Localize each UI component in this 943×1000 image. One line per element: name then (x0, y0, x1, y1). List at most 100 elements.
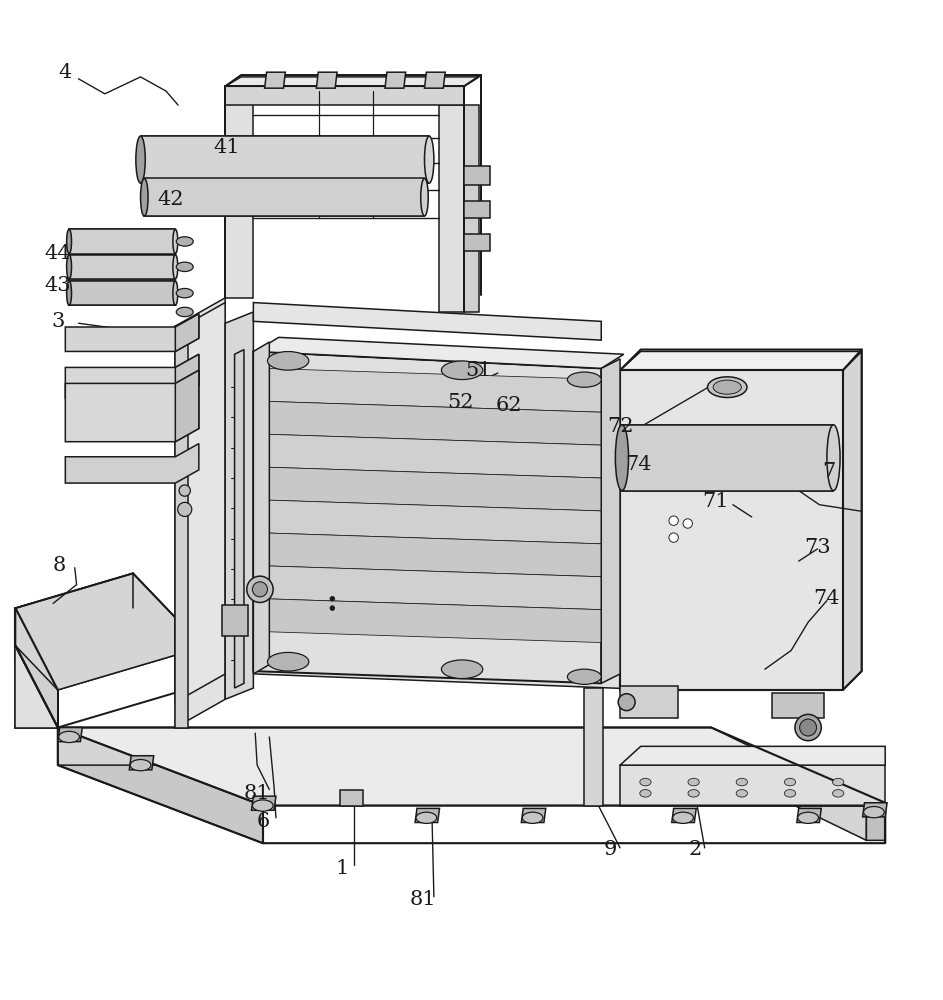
Text: 73: 73 (804, 538, 831, 557)
Polygon shape (225, 91, 254, 298)
Polygon shape (235, 350, 244, 688)
Polygon shape (175, 326, 188, 728)
Polygon shape (585, 688, 604, 806)
Polygon shape (175, 298, 225, 728)
Ellipse shape (800, 719, 817, 736)
Polygon shape (867, 803, 885, 840)
Ellipse shape (176, 288, 193, 298)
Text: 81: 81 (409, 890, 436, 909)
Ellipse shape (639, 790, 651, 797)
Ellipse shape (827, 425, 840, 491)
Polygon shape (620, 686, 678, 718)
Polygon shape (316, 72, 337, 88)
Text: 81: 81 (244, 784, 271, 803)
Ellipse shape (176, 262, 193, 272)
Ellipse shape (416, 812, 437, 823)
Ellipse shape (669, 533, 678, 542)
Ellipse shape (619, 694, 635, 711)
Polygon shape (175, 370, 199, 442)
Polygon shape (797, 808, 821, 822)
Ellipse shape (247, 576, 273, 602)
Ellipse shape (522, 812, 543, 823)
Text: 71: 71 (703, 492, 729, 511)
Polygon shape (438, 105, 464, 312)
Polygon shape (225, 86, 464, 105)
Ellipse shape (330, 606, 335, 610)
Text: 2: 2 (688, 840, 702, 859)
Polygon shape (385, 72, 405, 88)
Polygon shape (620, 351, 862, 370)
Polygon shape (265, 368, 613, 413)
Polygon shape (15, 624, 58, 728)
Ellipse shape (798, 812, 819, 823)
Text: 8: 8 (53, 556, 66, 575)
Text: 42: 42 (157, 190, 184, 209)
Polygon shape (65, 314, 199, 351)
Ellipse shape (130, 760, 151, 771)
Polygon shape (15, 573, 175, 690)
Polygon shape (265, 566, 613, 610)
Polygon shape (265, 401, 613, 445)
Ellipse shape (441, 361, 483, 380)
Ellipse shape (268, 652, 309, 671)
Ellipse shape (736, 778, 748, 786)
Polygon shape (254, 342, 270, 674)
Ellipse shape (568, 669, 602, 684)
Polygon shape (464, 105, 479, 312)
Polygon shape (863, 803, 887, 817)
Text: 1: 1 (335, 859, 348, 878)
Polygon shape (772, 693, 824, 718)
Polygon shape (671, 808, 696, 822)
Ellipse shape (141, 178, 148, 216)
Polygon shape (620, 765, 885, 806)
Text: 6: 6 (256, 812, 270, 831)
Text: 51: 51 (466, 361, 492, 380)
Ellipse shape (67, 281, 72, 305)
Polygon shape (620, 370, 843, 690)
Ellipse shape (672, 812, 693, 823)
Polygon shape (620, 746, 885, 765)
Ellipse shape (424, 136, 434, 183)
Ellipse shape (176, 237, 193, 246)
Text: 52: 52 (447, 393, 473, 412)
Ellipse shape (421, 178, 428, 216)
Polygon shape (521, 808, 546, 822)
Text: 3: 3 (51, 312, 64, 331)
Ellipse shape (736, 790, 748, 797)
Ellipse shape (616, 425, 629, 491)
Polygon shape (141, 136, 429, 183)
Polygon shape (15, 573, 175, 690)
Ellipse shape (173, 255, 178, 279)
Ellipse shape (707, 377, 747, 398)
Ellipse shape (639, 778, 651, 786)
Polygon shape (175, 314, 199, 351)
Polygon shape (339, 790, 363, 806)
Ellipse shape (833, 778, 844, 786)
Polygon shape (265, 599, 613, 643)
Polygon shape (265, 434, 613, 478)
Polygon shape (415, 808, 439, 822)
Polygon shape (69, 255, 175, 279)
Polygon shape (69, 281, 175, 305)
Polygon shape (265, 72, 286, 88)
Ellipse shape (136, 136, 145, 183)
Ellipse shape (713, 380, 741, 394)
Polygon shape (65, 370, 199, 442)
Polygon shape (464, 166, 490, 185)
Polygon shape (175, 354, 199, 398)
Polygon shape (15, 624, 58, 660)
Polygon shape (225, 312, 254, 699)
Ellipse shape (330, 596, 335, 601)
Polygon shape (144, 178, 424, 216)
Ellipse shape (688, 778, 700, 786)
Text: 44: 44 (44, 244, 71, 263)
Polygon shape (464, 201, 490, 218)
Ellipse shape (785, 778, 796, 786)
Polygon shape (58, 728, 82, 742)
Polygon shape (175, 303, 225, 702)
Polygon shape (265, 467, 613, 511)
Polygon shape (265, 533, 613, 577)
Text: 41: 41 (214, 138, 240, 157)
Text: 62: 62 (496, 396, 522, 415)
Ellipse shape (177, 502, 191, 516)
